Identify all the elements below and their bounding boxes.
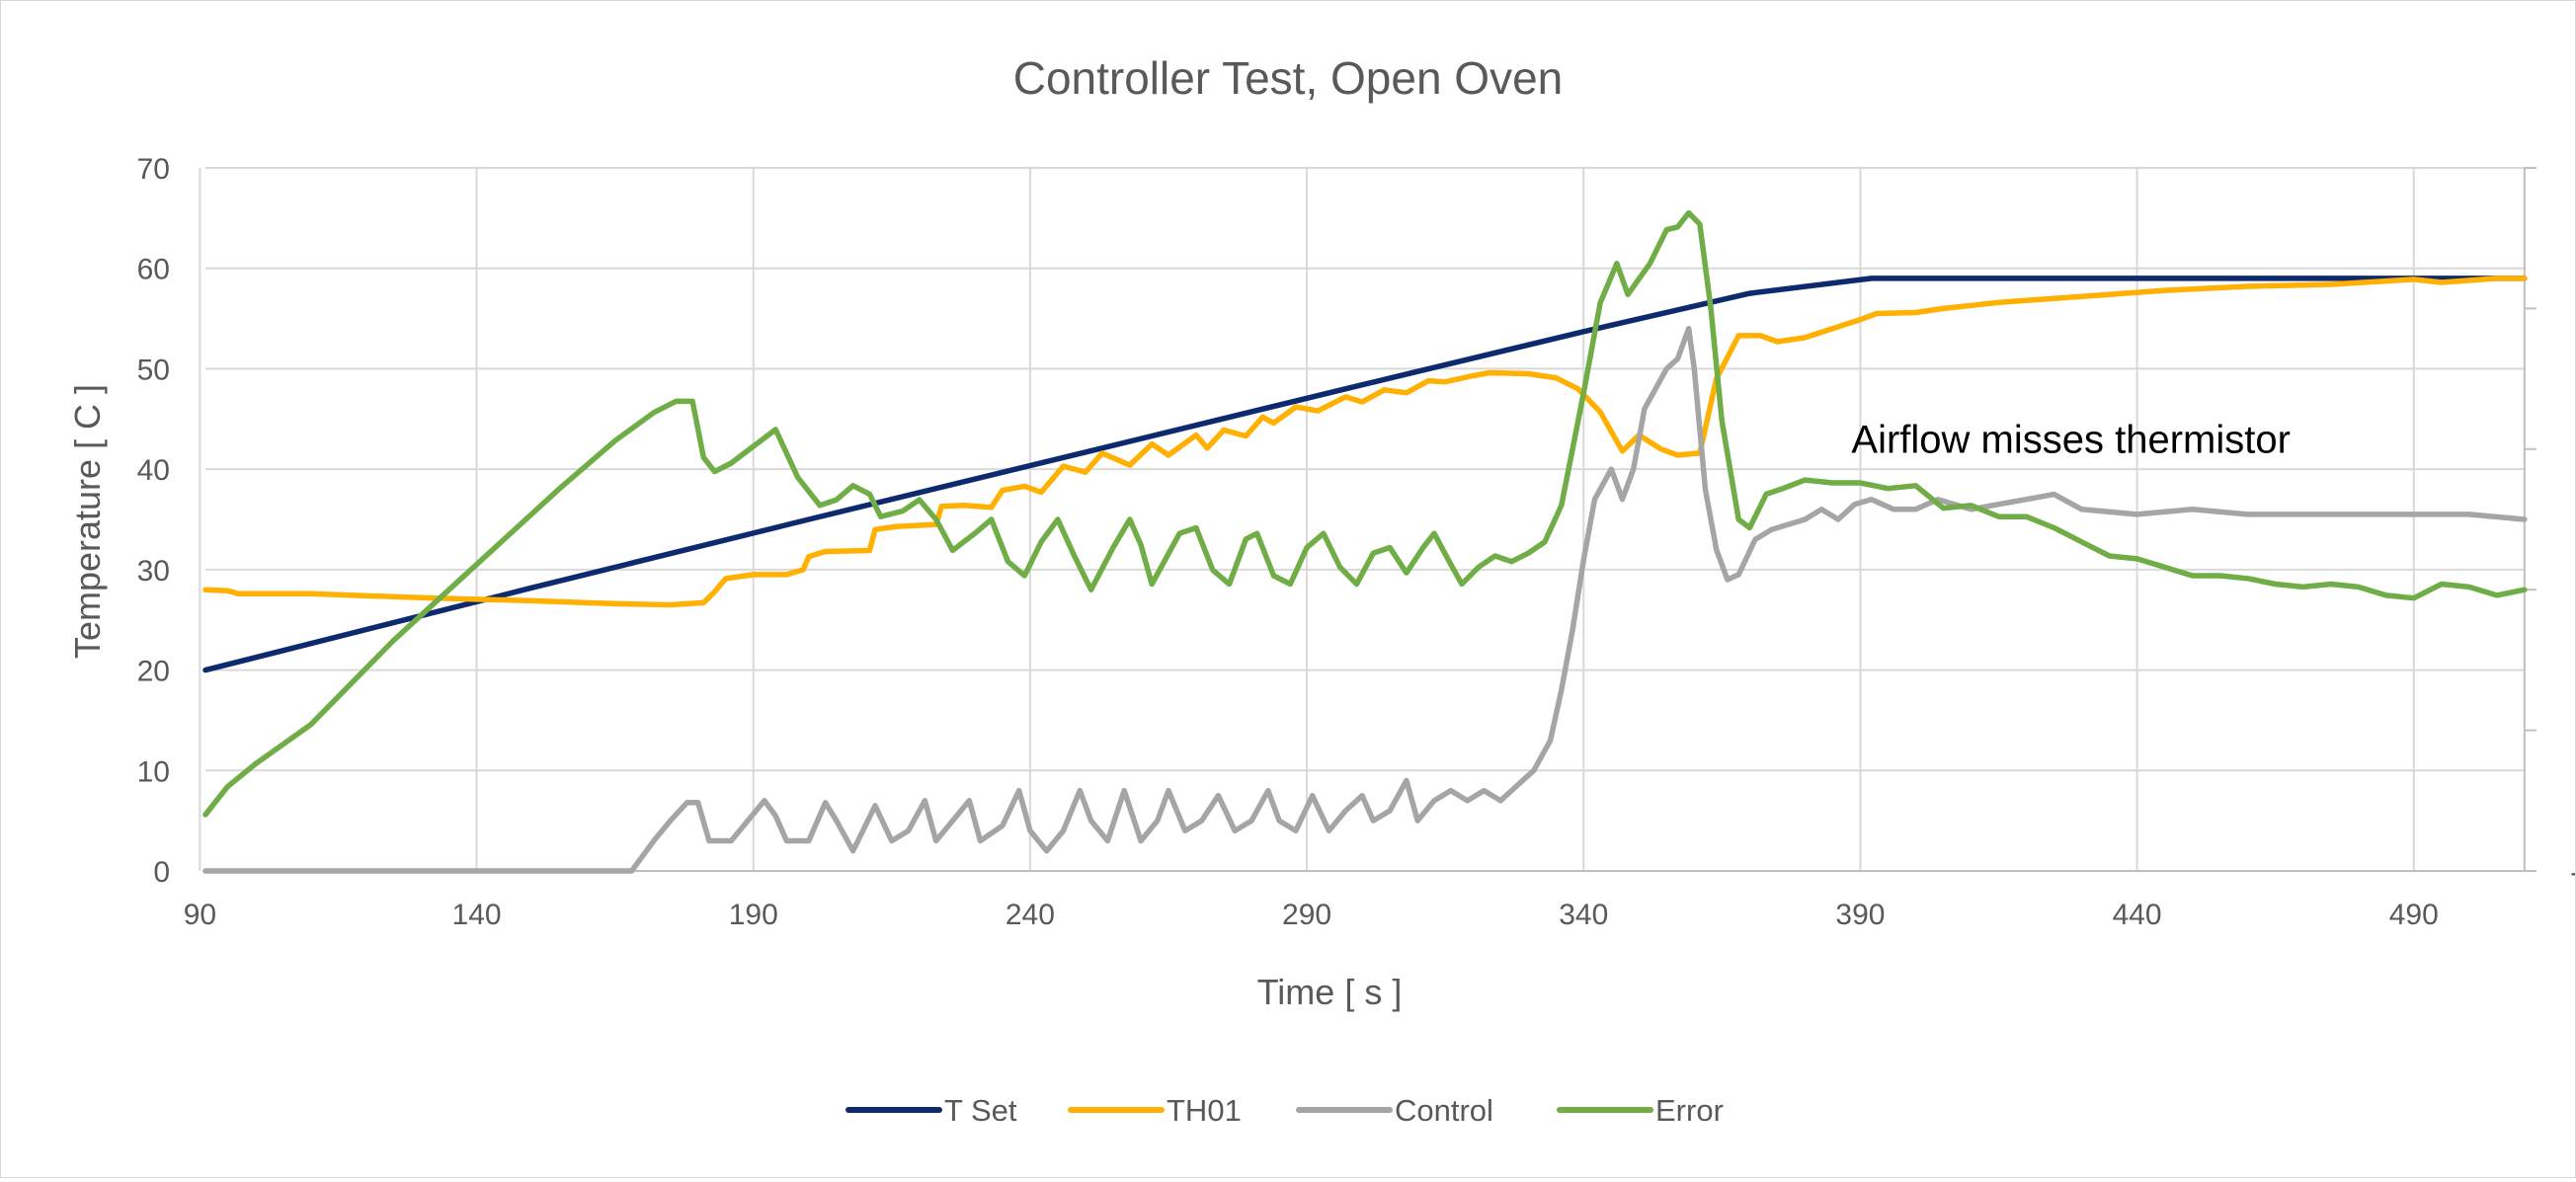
x-tick-label: 240 (1006, 899, 1055, 931)
y-tick-label: 0 (153, 856, 170, 889)
axes: 0 10 20 30 40 50 60 70 90 140 190 240 290 340 390 440 49… (137, 153, 2576, 931)
chart-title: Controller Test, Open Oven (1013, 52, 1564, 104)
legend-label-error: Error (1655, 1093, 1724, 1128)
y-tick-label: 20 (137, 656, 170, 688)
x-tick-label: 340 (1559, 899, 1608, 931)
gridlines (199, 167, 2525, 871)
legend: T Set TH01 Control Error (845, 1093, 1724, 1128)
y-tick-label: 50 (137, 354, 170, 386)
y-tick-label: 30 (137, 555, 170, 588)
y2-tick-label: -10 (2570, 856, 2575, 889)
y-tick-label: 40 (137, 454, 170, 487)
series-line-th01 (202, 276, 2528, 608)
x-tick-label: 440 (2113, 899, 2162, 931)
y-tick-label: 10 (137, 755, 170, 788)
plot-series (202, 209, 2528, 874)
y-axis-title: Temperature [ C ] (67, 384, 108, 659)
legend-label-t-set: T Set (944, 1093, 1017, 1128)
x-tick-label: 140 (452, 899, 502, 931)
legend-label-control: Control (1395, 1093, 1493, 1128)
x-tick-label: 290 (1282, 899, 1331, 931)
legend-label-th01: TH01 (1167, 1093, 1242, 1128)
x-tick-label: 190 (729, 899, 778, 931)
y-tick-label: 60 (137, 254, 170, 286)
series-line-t-set (202, 276, 2528, 673)
x-tick-label: 490 (2389, 899, 2439, 931)
x-axis-title: Time [ s ] (1257, 972, 1403, 1012)
annotation-text: Airflow misses thermistor (1851, 419, 2291, 462)
x-tick-label: 90 (184, 899, 216, 931)
series-line-control (202, 325, 2528, 874)
series-line-error (202, 209, 2528, 818)
x-tick-label: 390 (1835, 899, 1885, 931)
y-tick-label: 70 (137, 153, 170, 186)
